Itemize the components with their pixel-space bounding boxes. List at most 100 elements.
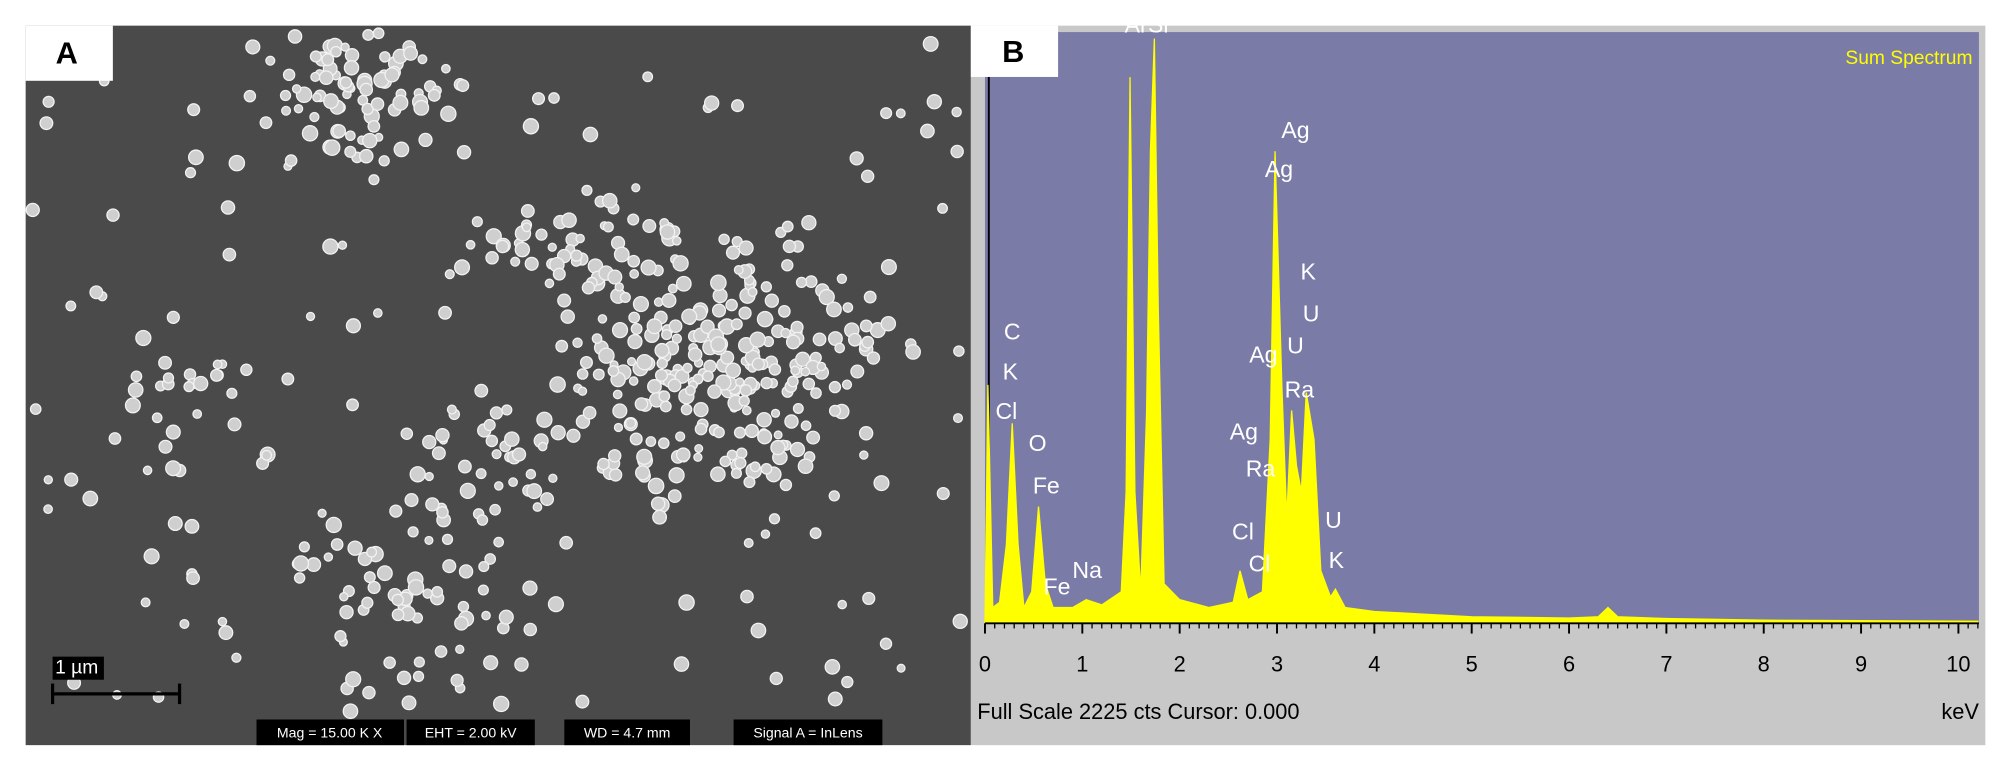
particle (780, 327, 791, 339)
particle (685, 384, 696, 396)
particle (524, 256, 539, 271)
particle (130, 370, 143, 383)
particle (612, 389, 623, 400)
particle (597, 457, 610, 471)
particle (339, 76, 353, 89)
particle (812, 332, 827, 347)
particle (409, 466, 426, 483)
particle (751, 357, 765, 371)
particle (658, 390, 671, 403)
particle (359, 82, 374, 97)
sem-panel: A 1 µm Mag = 15.00 K X EHT = 2.00 kV WD … (25, 25, 971, 746)
particle (828, 404, 842, 417)
particle (711, 303, 727, 318)
particle (675, 447, 691, 463)
particle (413, 99, 430, 116)
particle (106, 208, 120, 222)
particle (434, 645, 448, 658)
particle (127, 382, 144, 398)
particle (454, 616, 469, 631)
particle (613, 246, 630, 263)
particle (501, 404, 513, 416)
particle (668, 467, 685, 484)
particle (231, 652, 242, 663)
particle (403, 45, 419, 61)
particle (536, 411, 553, 428)
particle (896, 663, 906, 673)
particle (694, 444, 704, 454)
particle (370, 97, 385, 111)
particle (514, 657, 529, 672)
particle (804, 275, 818, 288)
particle (422, 434, 437, 450)
particle (768, 363, 782, 376)
particle (391, 593, 404, 607)
particle (836, 273, 848, 284)
particle (952, 613, 968, 630)
particle (82, 490, 99, 507)
particle (243, 89, 257, 103)
particle (577, 386, 588, 396)
particle (143, 548, 160, 565)
particle (383, 656, 396, 669)
info-box (256, 719, 404, 746)
particle (465, 239, 476, 250)
particle (743, 538, 754, 549)
particle (334, 630, 347, 643)
particle (498, 609, 514, 625)
scale-label: 1 µm (55, 657, 98, 678)
particle (642, 219, 657, 234)
particle (379, 51, 391, 63)
peak-label: K (1300, 258, 1316, 284)
particle (165, 460, 182, 477)
particle (504, 431, 520, 447)
particle (680, 403, 693, 416)
particle (549, 376, 566, 393)
particle (733, 264, 744, 275)
particle (359, 148, 374, 164)
particle (459, 482, 476, 499)
particle (629, 269, 640, 279)
particle (183, 381, 195, 393)
particle (322, 238, 339, 255)
x-tick-label: 4 (1368, 651, 1380, 676)
particle (634, 465, 651, 481)
particle (332, 124, 347, 138)
particle (770, 408, 781, 418)
particle (309, 50, 322, 63)
particle (613, 422, 624, 433)
particle (343, 60, 360, 76)
particle (827, 691, 843, 707)
particle (726, 449, 738, 461)
particle (560, 309, 575, 324)
particle (544, 278, 555, 289)
particle (801, 215, 817, 231)
particle (521, 222, 532, 233)
particle (108, 432, 122, 445)
particle (124, 397, 141, 414)
particle (937, 202, 949, 214)
particle (281, 105, 292, 116)
particle (671, 333, 683, 344)
particle (850, 364, 865, 379)
particle (345, 318, 362, 334)
particle (481, 610, 491, 621)
particle (859, 450, 869, 460)
particle (628, 311, 641, 324)
peak-label: Ag (1265, 156, 1293, 182)
particle (743, 476, 756, 489)
particle (337, 240, 348, 250)
particle (601, 192, 618, 209)
particle (632, 295, 650, 313)
particle (735, 447, 748, 459)
particle (659, 400, 672, 413)
particle (435, 428, 450, 443)
particle (619, 291, 631, 303)
info-text: Signal A = InLens (753, 724, 862, 740)
particle (741, 405, 752, 416)
particle (816, 361, 827, 372)
particle (735, 377, 745, 387)
particle (391, 608, 405, 622)
particle (787, 375, 799, 388)
panel-label-box (970, 25, 1059, 77)
